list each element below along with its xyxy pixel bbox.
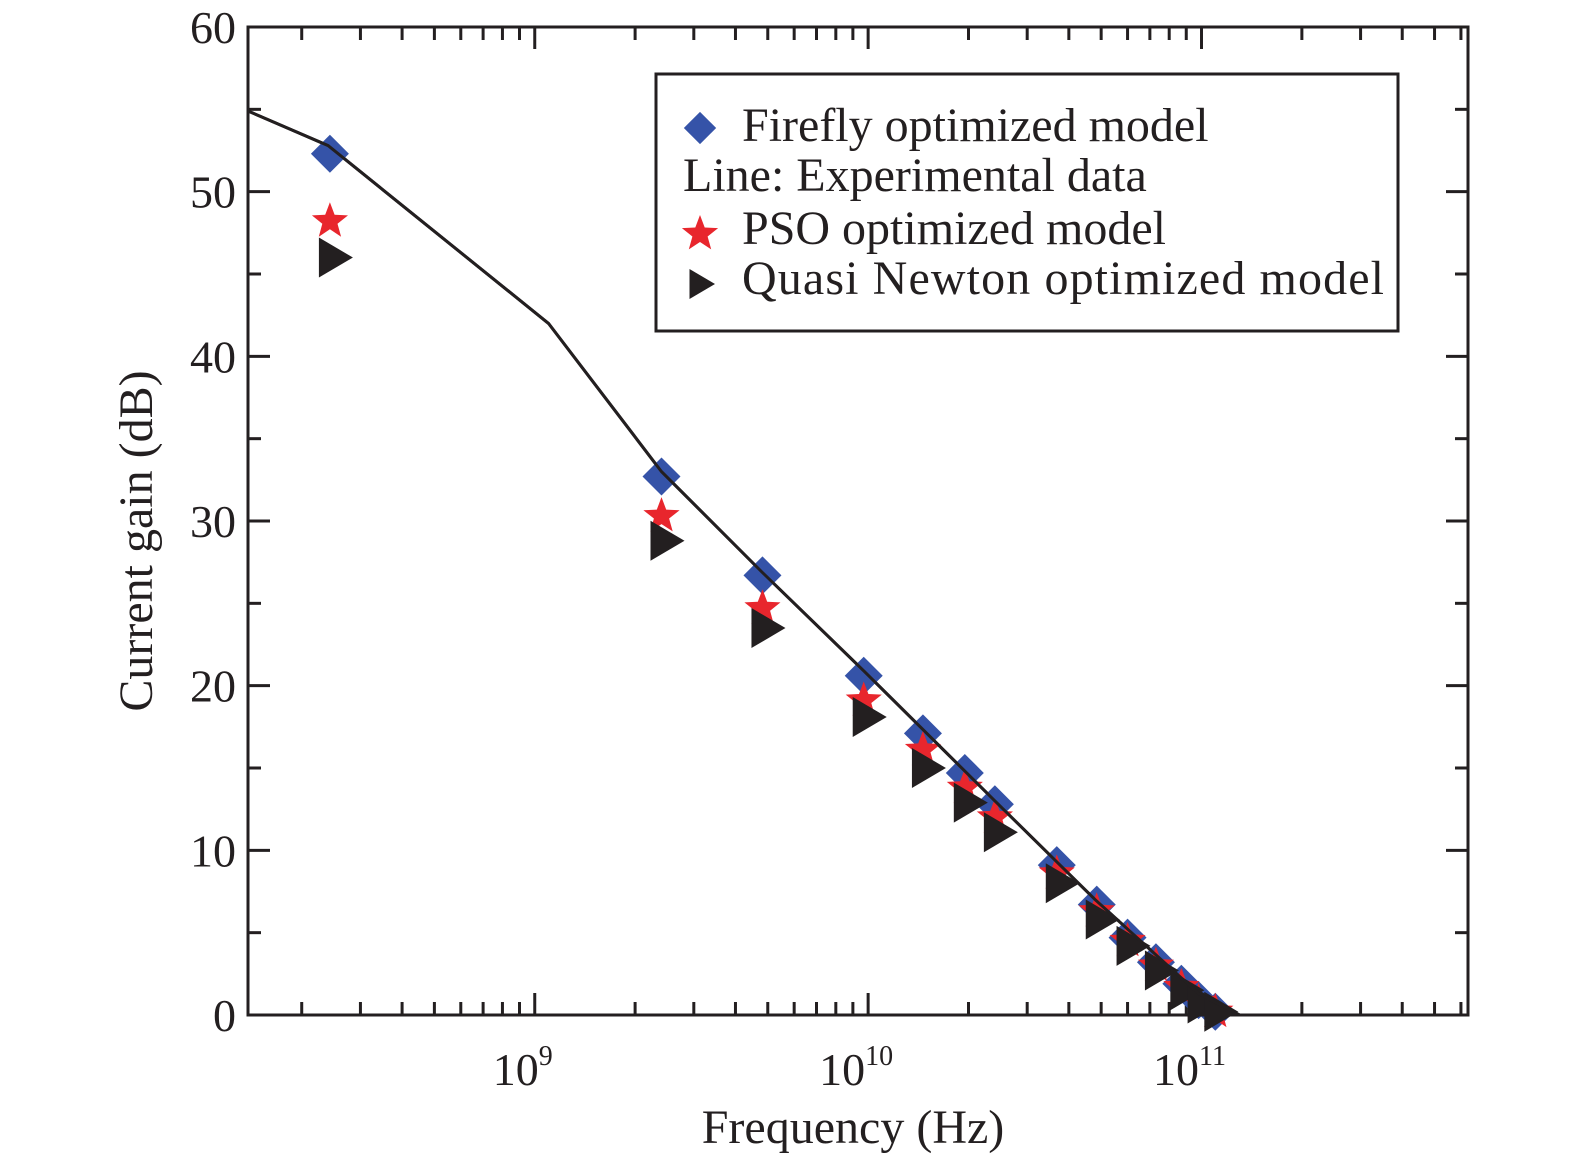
quasi-newton-point	[1085, 899, 1120, 940]
y-tick-label: 40	[190, 331, 236, 382]
pso-point	[976, 798, 1013, 833]
legend-label: Firefly optimized model	[742, 99, 1209, 152]
star-icon	[681, 215, 719, 250]
quasi-newton-point	[1116, 925, 1151, 966]
quasi-newton-point	[1170, 970, 1205, 1011]
x-tick-exponent: 10	[865, 1041, 893, 1072]
axis-ticks	[248, 25, 1468, 1017]
x-axis-title: Frequency (Hz)	[702, 1101, 1005, 1154]
experimental-data-line-overlay	[247, 109, 1241, 1017]
y-tick-label: 50	[190, 167, 236, 218]
quasi-newton-point	[911, 748, 946, 788]
y-tick-label: 20	[190, 661, 236, 712]
quasi-newton-point	[650, 520, 685, 561]
pso-point	[311, 202, 348, 237]
pso-point	[744, 589, 781, 624]
y-tick-label: 10	[190, 825, 236, 876]
pso-point	[845, 681, 882, 716]
quasi-newton-point	[983, 812, 1018, 853]
x-tick-label: 1010	[819, 1041, 893, 1095]
triangle-right-icon	[689, 269, 715, 299]
firefly-point	[743, 556, 782, 595]
x-tick-base: 10	[819, 1044, 865, 1095]
x-tick-exponent: 11	[1199, 1041, 1226, 1072]
legend-box	[654, 72, 1400, 333]
y-tick-label: 0	[213, 990, 236, 1041]
quasi-newton-point	[318, 237, 353, 278]
quasi-newton-point	[852, 696, 887, 737]
pso-point	[904, 730, 941, 766]
y-axis-title: Current gain (dB)	[110, 370, 163, 711]
legend-entry: PSO optimized model	[681, 202, 1166, 255]
firefly-point	[310, 134, 349, 173]
y-tick-label: 60	[190, 2, 236, 53]
pso-point	[946, 768, 983, 804]
y-tick-labels: 0 10 20 30 40 50 60	[190, 2, 236, 1041]
x-tick-base: 10	[1153, 1044, 1199, 1095]
pso-point	[643, 497, 680, 532]
firefly-point	[844, 656, 883, 695]
legend-label: Quasi Newton optimized model	[742, 252, 1384, 305]
legend-entry: Line: Experimental data	[683, 149, 1147, 202]
x-tick-label: 1011	[1153, 1041, 1226, 1095]
quasi-newton-point	[1144, 950, 1179, 991]
legend-entry: Quasi Newton optimized model	[689, 252, 1384, 305]
x-tick-labels: 109 1010 1011	[493, 1041, 1226, 1095]
legend-label: Line: Experimental data	[683, 149, 1147, 202]
y-tick-label: 30	[190, 496, 236, 547]
markers-layer	[247, 109, 1241, 1032]
plot-frame	[246, 25, 1470, 1017]
quasi-newton-point	[953, 782, 988, 823]
legend-entry: Firefly optimized model	[683, 99, 1209, 152]
x-tick-label: 109	[493, 1041, 553, 1095]
quasi-newton-point	[1045, 863, 1080, 904]
x-tick-base: 10	[493, 1044, 539, 1095]
quasi-newton-point	[751, 608, 786, 649]
firefly-point	[642, 457, 681, 496]
legend-label: PSO optimized model	[742, 202, 1166, 255]
x-tick-exponent: 9	[539, 1041, 553, 1072]
